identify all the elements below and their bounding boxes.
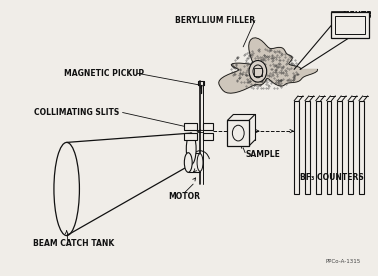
Ellipse shape [186, 133, 196, 164]
Bar [316, 101, 321, 194]
Text: SAMPLE: SAMPLE [245, 150, 280, 159]
Bar [254, 68, 262, 76]
Bar [359, 101, 364, 194]
Bar [337, 101, 342, 194]
Text: BEAM CATCH TANK: BEAM CATCH TANK [33, 239, 114, 248]
Bar [294, 101, 299, 194]
Bar [332, 12, 369, 38]
Ellipse shape [249, 60, 267, 82]
Text: NEUTRON BEAM: NEUTRON BEAM [343, 10, 378, 20]
Text: BERYLLIUM FILLER: BERYLLIUM FILLER [175, 16, 255, 25]
Text: MOTOR: MOTOR [168, 192, 200, 201]
Bar [203, 123, 213, 130]
Bar [184, 133, 197, 140]
Text: BF₃ COUNTERS: BF₃ COUNTERS [300, 173, 364, 182]
Ellipse shape [184, 153, 192, 172]
Bar [327, 101, 332, 194]
Text: PPCo-A-1315: PPCo-A-1315 [325, 259, 361, 264]
Text: MAGNETIC PICKUP: MAGNETIC PICKUP [64, 69, 144, 78]
Text: COLLIMATING SLITS: COLLIMATING SLITS [34, 108, 119, 117]
Polygon shape [219, 38, 318, 93]
Bar [335, 16, 365, 34]
Ellipse shape [197, 154, 203, 171]
Bar [184, 123, 197, 130]
Bar [228, 120, 249, 146]
Bar [348, 101, 353, 194]
Bar [203, 133, 213, 140]
Bar [305, 101, 310, 194]
